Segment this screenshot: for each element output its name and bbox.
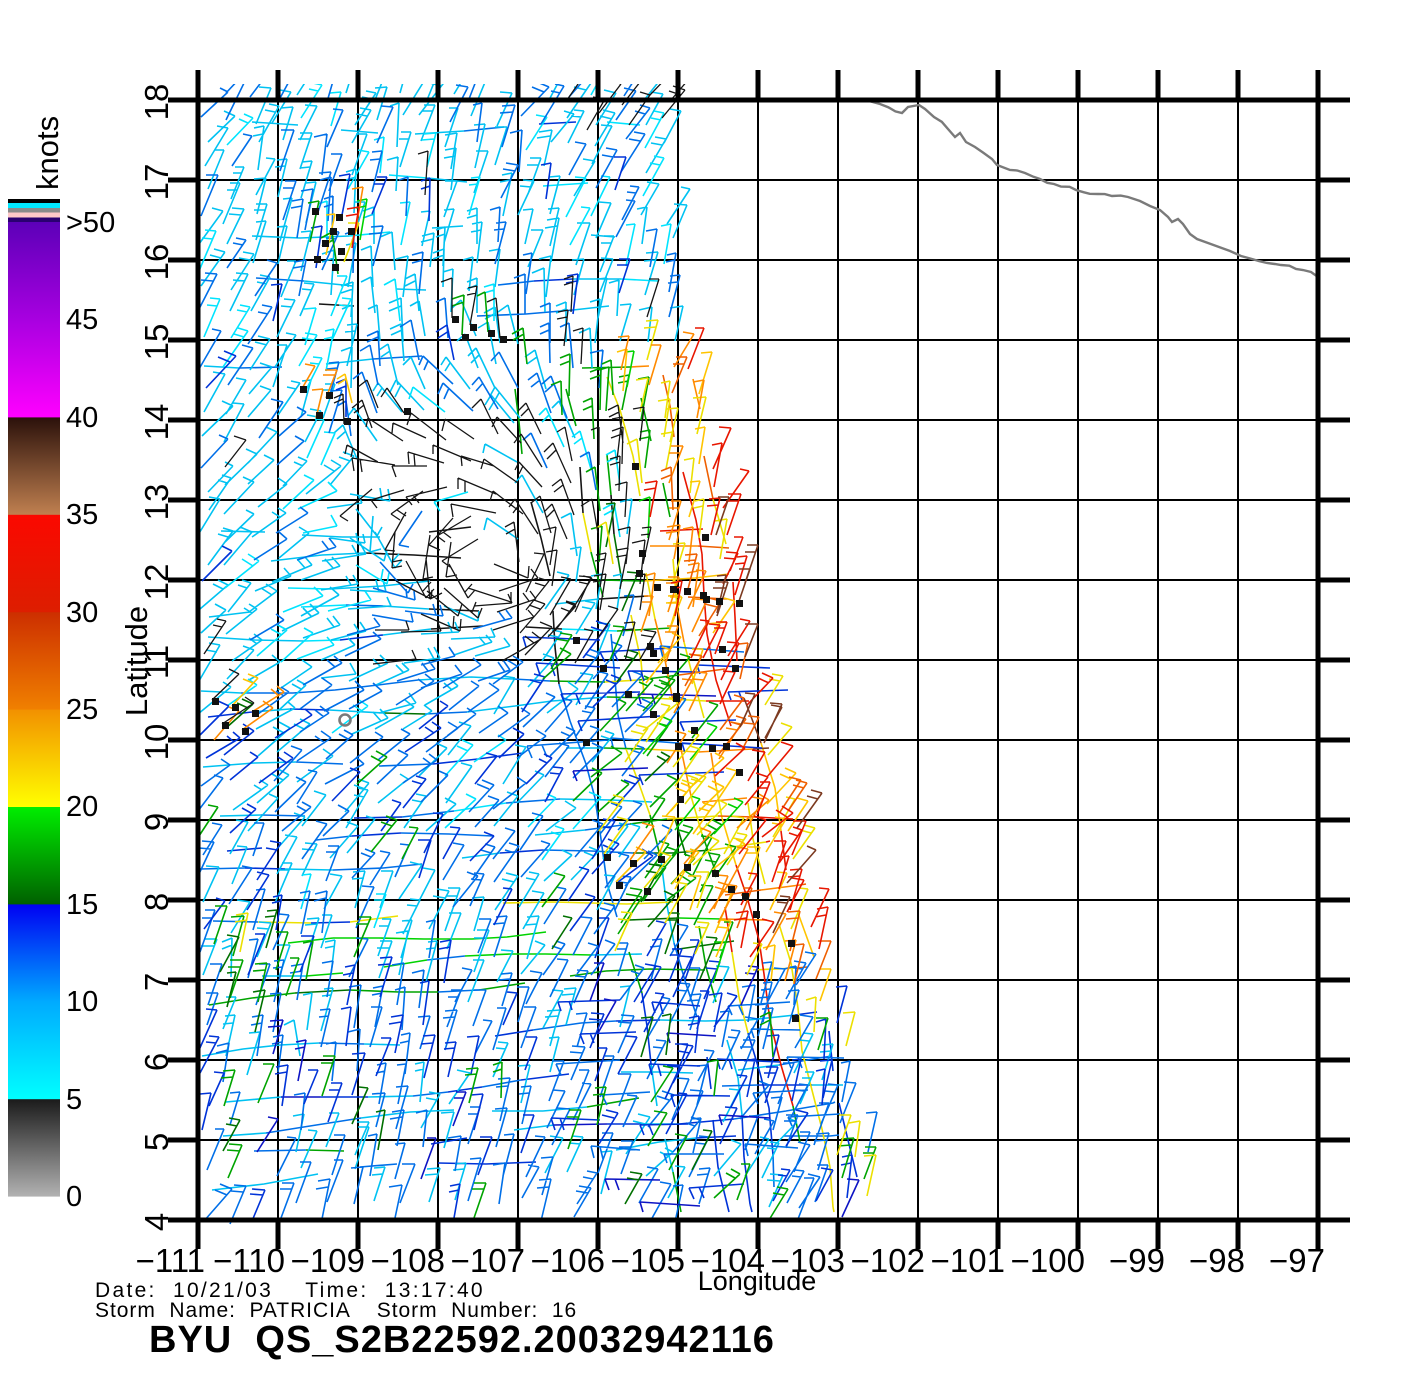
svg-text:−107: −107 [451,1242,525,1279]
svg-text:15: 15 [66,889,98,921]
svg-text:−97: −97 [1269,1242,1325,1279]
svg-text:−109: −109 [291,1242,365,1279]
svg-text:40: 40 [66,402,98,434]
svg-text:30: 30 [66,597,98,629]
svg-text:BYU QS_S2B22592.20032942116: BYU QS_S2B22592.20032942116 [149,1319,775,1361]
svg-text:−106: −106 [531,1242,605,1279]
svg-text:−111: −111 [136,1242,205,1279]
svg-text:9: 9 [138,813,175,831]
svg-text:−98: −98 [1189,1242,1245,1279]
svg-text:7: 7 [138,973,175,991]
svg-text:−99: −99 [1109,1242,1165,1279]
svg-text:11: 11 [138,645,175,679]
svg-text:Storm Name: PATRICIA Stor: Storm Name: PATRICIA Storm Number: 16 [95,1299,577,1322]
svg-text:10: 10 [138,724,175,761]
svg-text:25: 25 [66,694,98,726]
svg-text:12: 12 [138,564,175,601]
svg-text:Date: 10/21/03 Time: 13:1: Date: 10/21/03 Time: 13:17:40 [95,1279,485,1302]
svg-text:16: 16 [138,244,175,281]
svg-text:−110: −110 [213,1242,285,1279]
svg-text:>50: >50 [66,207,115,239]
svg-text:45: 45 [66,304,98,336]
svg-text:10: 10 [66,986,98,1018]
svg-text:4: 4 [138,1213,175,1231]
svg-text:Latitude: Latitude [119,606,154,716]
svg-text:14: 14 [138,404,175,441]
svg-text:15: 15 [138,324,175,361]
svg-text:8: 8 [138,893,175,911]
svg-text:−101: −101 [931,1242,1005,1279]
svg-text:35: 35 [66,499,98,531]
svg-text:−104: −104 [691,1242,765,1279]
svg-text:−108: −108 [371,1242,445,1279]
svg-text:6: 6 [138,1053,175,1071]
svg-text:17: 17 [138,164,175,201]
svg-text:−103: −103 [771,1242,845,1279]
svg-text:5: 5 [66,1084,82,1116]
svg-text:20: 20 [66,791,98,823]
svg-text:−102: −102 [851,1242,925,1279]
svg-text:18: 18 [138,84,175,121]
svg-text:−100: −100 [1011,1242,1085,1279]
svg-text:0: 0 [66,1181,82,1213]
svg-text:5: 5 [138,1133,175,1151]
svg-text:Longitude: Longitude [698,1266,817,1296]
svg-text:13: 13 [138,484,175,521]
svg-text:−105: −105 [611,1242,685,1279]
svg-text:knots: knots [30,116,65,190]
